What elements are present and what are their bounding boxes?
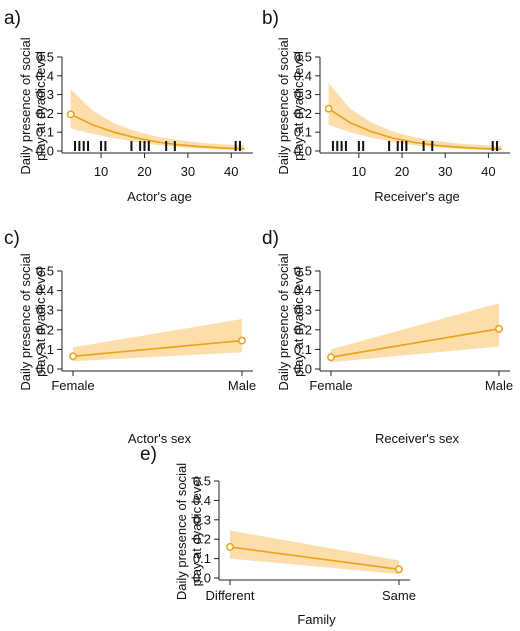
y-tick-label: 0.2 xyxy=(294,322,312,337)
y-tick-label: 0.1 xyxy=(294,342,312,357)
y-tick-label: 0.1 xyxy=(193,551,211,566)
x-axis-label: Family xyxy=(297,612,336,627)
panel-a: a) 0.0 0.1 0.2 0.3 0.4 0.5 10 20 30 40 Actor's age D… xyxy=(4,8,253,204)
panel-label: a) xyxy=(4,8,21,29)
y-tick-label: 0.1 xyxy=(36,342,54,357)
y-tick-label: 0.2 xyxy=(36,322,54,337)
x-tick-label: Female xyxy=(51,378,94,393)
x-tick-label: Male xyxy=(485,378,513,393)
estimate-point xyxy=(324,104,333,113)
y-tick-label: 0.1 xyxy=(36,125,54,140)
y-tick-label: 0.3 xyxy=(36,303,54,318)
confidence-band xyxy=(328,83,502,151)
estimate-point xyxy=(238,336,246,345)
estimate-point xyxy=(327,353,335,362)
y-tick-label: 0.4 xyxy=(36,283,54,298)
estimate-point xyxy=(226,543,234,551)
y-tick-label: 0.2 xyxy=(193,532,211,547)
x-tick-label: 20 xyxy=(395,164,409,179)
y-tick-label: 0.2 xyxy=(36,106,54,121)
y-axis-label: Daily presence of socialplay at dyadic l… xyxy=(276,37,306,174)
y-axis-label-line: Daily presence of social xyxy=(18,253,33,390)
fitted-line xyxy=(328,108,502,150)
y-axis-label-line: play at dyadic level xyxy=(33,267,48,377)
y-tick-label: 0.5 xyxy=(193,474,211,489)
y-axis-label-line: Daily presence of social xyxy=(174,463,189,600)
y-axis-label-line: play at dyadic level xyxy=(291,267,306,377)
y-axis-label: Daily presence of socialplay at dyadic l… xyxy=(18,253,48,390)
y-tick-label: 0.4 xyxy=(294,283,312,298)
y-tick-label: 0.5 xyxy=(294,50,312,65)
x-tick-label: 10 xyxy=(352,164,366,179)
y-tick-label: 0.0 xyxy=(36,144,54,159)
y-tick-label: 0.0 xyxy=(294,362,312,377)
fitted-line xyxy=(229,546,400,571)
panel-d: d) 0.0 0.1 0.2 0.3 0.4 0.5 Female Male Receiver's… xyxy=(262,228,513,446)
y-axis-label-line: Daily presence of social xyxy=(276,253,291,390)
y-tick-label: 0.3 xyxy=(294,303,312,318)
x-tick-label: 20 xyxy=(137,164,151,179)
x-tick-label: Same xyxy=(382,588,416,603)
fitted-line xyxy=(70,113,245,150)
x-tick-label: Male xyxy=(228,378,256,393)
y-axis-label: Daily presence of socialplay at dyadic l… xyxy=(18,37,48,174)
confidence-band xyxy=(70,89,245,151)
y-axis-label: Daily presence of socialplay at dyadic l… xyxy=(276,253,306,390)
y-tick-label: 0.1 xyxy=(294,125,312,140)
y-tick-label: 0.3 xyxy=(294,87,312,102)
y-axis-label-line: Daily presence of social xyxy=(18,37,33,174)
y-axis-label-line: play at dyadic level xyxy=(33,51,48,161)
fitted-line xyxy=(330,328,500,358)
x-tick-label: 30 xyxy=(181,164,195,179)
x-tick-label: 30 xyxy=(438,164,452,179)
y-tick-label: 0.0 xyxy=(193,571,211,586)
x-tick-label: 40 xyxy=(481,164,495,179)
y-tick-label: 0.0 xyxy=(294,144,312,159)
y-tick-label: 0.4 xyxy=(193,493,211,508)
x-axis-label: Actor's sex xyxy=(128,431,192,446)
y-tick-label: 0.5 xyxy=(36,264,54,279)
estimate-point xyxy=(66,110,75,119)
x-tick-label: Different xyxy=(206,588,255,603)
confidence-band xyxy=(230,530,399,575)
panel-e: e) 0.0 0.1 0.2 0.3 0.4 0.5 Different Same Family D… xyxy=(140,444,416,627)
x-tick-label: 10 xyxy=(94,164,108,179)
panel-c: c) 0.0 0.1 0.2 0.3 0.4 0.5 Female Male Actor's se… xyxy=(4,228,256,446)
x-tick-label: 40 xyxy=(224,164,238,179)
y-tick-label: 0.3 xyxy=(193,512,211,527)
y-tick-label: 0.5 xyxy=(294,264,312,279)
x-axis-label: Receiver's sex xyxy=(375,431,460,446)
panel-label: c) xyxy=(4,228,20,249)
panel-label: b) xyxy=(262,8,279,29)
x-tick-label: Female xyxy=(309,378,352,393)
confidence-band xyxy=(73,319,242,362)
y-tick-label: 0.2 xyxy=(294,106,312,121)
y-axis-label: Daily presence of socialplay at dyadic l… xyxy=(174,463,204,600)
y-tick-label: 0.0 xyxy=(36,362,54,377)
confidence-band xyxy=(331,303,499,363)
x-axis-label: Receiver's age xyxy=(374,189,460,204)
y-tick-label: 0.4 xyxy=(36,68,54,83)
y-tick-label: 0.4 xyxy=(294,68,312,83)
panel-label: d) xyxy=(262,228,279,249)
y-tick-label: 0.3 xyxy=(36,87,54,102)
y-tick-label: 0.5 xyxy=(36,50,54,65)
panel-label: e) xyxy=(140,444,157,465)
estimate-point xyxy=(69,352,77,361)
fitted-line xyxy=(72,339,243,358)
x-axis-label: Actor's age xyxy=(127,189,192,204)
y-axis-label-line: Daily presence of social xyxy=(276,37,291,174)
y-axis-label-line: play at dyadic level xyxy=(291,51,306,161)
panel-b: b) 0.0 0.1 0.2 0.3 0.4 0.5 10 20 30 40 Receiver's a… xyxy=(262,8,510,204)
y-axis-label-line: play at dyadic level xyxy=(189,476,204,586)
estimate-point xyxy=(495,324,503,333)
estimate-point xyxy=(395,565,403,574)
